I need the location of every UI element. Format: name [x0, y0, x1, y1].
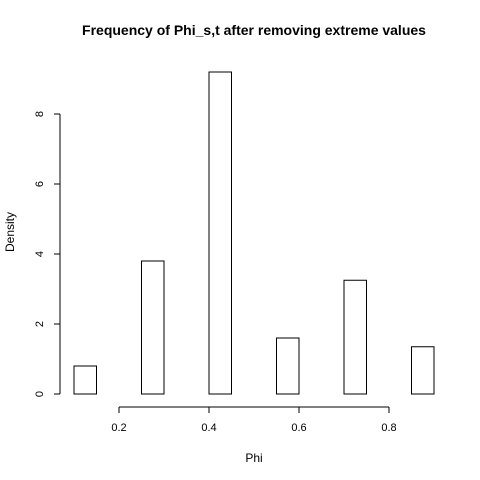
x-tick-label-3: 0.8 [381, 422, 396, 434]
y-tick-label-1: 2 [34, 321, 46, 327]
y-tick-label-4: 8 [34, 111, 46, 117]
histogram-bar-6 [208, 71, 232, 395]
histogram-bar-12 [343, 279, 367, 395]
x-tick-label-0: 0.2 [111, 422, 126, 434]
histogram-bar-15 [411, 346, 435, 395]
y-axis-label: Density [3, 212, 17, 252]
x-axis-label: Phi [245, 451, 262, 465]
histogram-bars [73, 71, 435, 395]
histogram-bar-9 [276, 337, 300, 395]
x-axis: 0.2 0.4 0.6 0.8 [111, 406, 397, 434]
y-tick-label-3: 6 [34, 181, 46, 187]
histogram-bar-3 [141, 260, 165, 395]
histogram-bar-0 [73, 365, 97, 395]
x-tick-label-2: 0.6 [291, 422, 306, 434]
y-tick-label-2: 4 [34, 251, 46, 257]
y-tick-label-0: 0 [34, 391, 46, 397]
x-tick-label-1: 0.4 [201, 422, 216, 434]
chart-title: Frequency of Phi_s,t after removing extr… [82, 22, 426, 38]
y-axis: 0 2 4 6 8 [34, 111, 61, 397]
